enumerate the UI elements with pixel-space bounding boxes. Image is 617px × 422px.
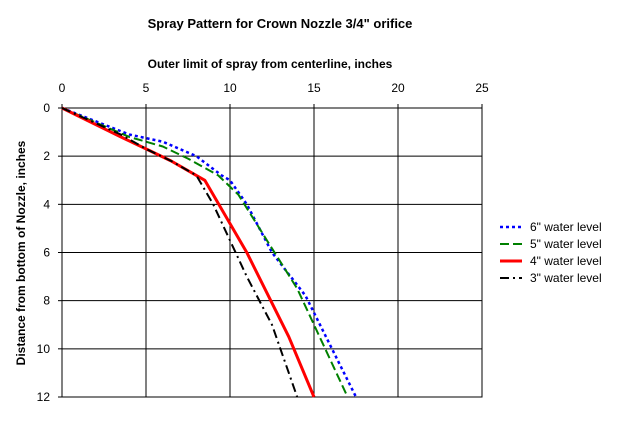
x-tick-label: 5 xyxy=(143,81,150,95)
grid xyxy=(61,107,483,398)
y-tick-label: 8 xyxy=(43,294,50,308)
legend-label-2: 5" water level xyxy=(530,237,602,251)
y-tick-labels: 0 2 4 6 8 10 12 xyxy=(37,101,62,404)
y-tick-label: 4 xyxy=(43,197,50,211)
legend-label-1: 6" water level xyxy=(530,220,602,234)
legend: 6" water level 5" water level 4" water lev… xyxy=(500,220,602,285)
x-tick-label: 25 xyxy=(475,81,489,95)
y-axis-label: Distance from bottom of Nozzle, inches xyxy=(14,140,28,365)
x-tick-label: 15 xyxy=(307,81,321,95)
y-tick-label: 2 xyxy=(43,149,50,163)
y-tick-label: 6 xyxy=(43,246,50,260)
legend-label-4: 3" water level xyxy=(530,271,602,285)
x-tick-label: 20 xyxy=(391,81,405,95)
series-line-4 xyxy=(61,107,299,398)
series-line-2 xyxy=(61,107,349,398)
y-tick-label: 0 xyxy=(43,101,50,115)
y-tick-label: 10 xyxy=(37,342,51,356)
x-tick-labels: 0 5 10 15 20 25 xyxy=(59,81,489,108)
legend-label-3: 4" water level xyxy=(530,254,602,268)
x-tick-label: 0 xyxy=(59,81,66,95)
series-lines xyxy=(61,106,358,398)
x-tick-label: 10 xyxy=(223,81,237,95)
y-tick-label: 12 xyxy=(37,390,51,404)
x-axis-label: Outer limit of spray from centerline, in… xyxy=(148,57,393,71)
chart-title: Spray Pattern for Crown Nozzle 3/4" orif… xyxy=(148,16,413,31)
